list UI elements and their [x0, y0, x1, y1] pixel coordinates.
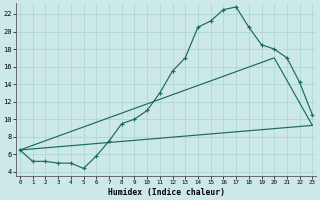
- X-axis label: Humidex (Indice chaleur): Humidex (Indice chaleur): [108, 188, 225, 197]
